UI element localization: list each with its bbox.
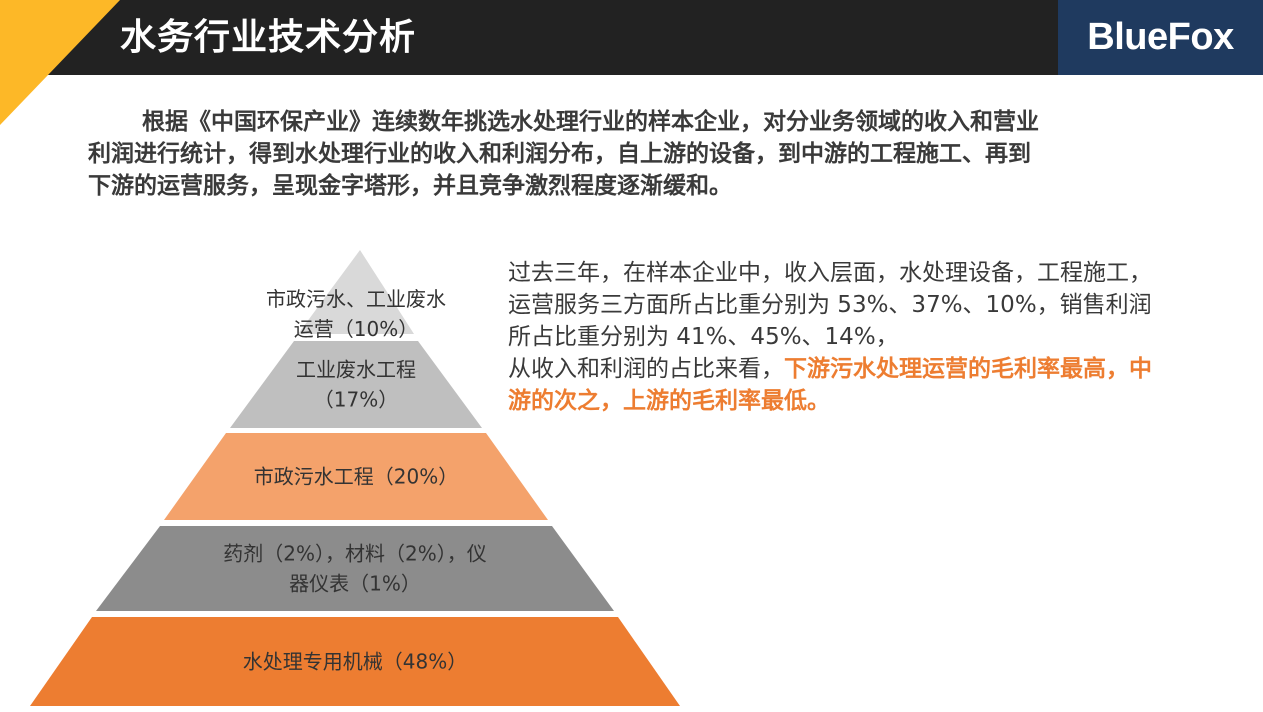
analysis-text: 过去三年，在样本企业中，收入层面，水处理设备，工程施工， 运营服务三方面所占比重… xyxy=(508,257,1258,417)
intro-paragraph: 根据《中国环保产业》连续数年挑选水处理行业的样本企业，对分业务领域的收入和营业 … xyxy=(88,106,1178,202)
header-bar xyxy=(0,0,1263,75)
pyramid-tier xyxy=(230,341,482,428)
pyramid-tier xyxy=(96,526,614,611)
intro-line: 利润进行统计，得到水处理行业的收入和利润分布，自上游的设备，到中游的工程施工、再… xyxy=(88,141,1031,167)
analysis-line: 从收入和利润的占比来看，下游污水处理运营的毛利率最高，中 xyxy=(508,353,1258,385)
pyramid-tier xyxy=(164,433,548,520)
pyramid-tier xyxy=(30,617,680,706)
intro-line: 根据《中国环保产业》连续数年挑选水处理行业的样本企业，对分业务领域的收入和营业 xyxy=(142,109,1039,135)
brand-logo-text: BlueFox xyxy=(1087,16,1234,58)
analysis-line-prefix: 从收入和利润的占比来看， xyxy=(508,356,784,382)
pyramid-tier-label: 器仪表（1%） xyxy=(289,572,421,596)
brand-logo: BlueFox xyxy=(1058,0,1263,75)
analysis-line: 过去三年，在样本企业中，收入层面，水处理设备，工程施工， xyxy=(508,260,1152,286)
pyramid-tier-label: （17%） xyxy=(314,388,398,412)
header-accent-triangle xyxy=(0,0,120,125)
analysis-highlight: 游的次之，上游的毛利率最低。 xyxy=(508,388,830,414)
pyramid-tier-label: 药剂（2%），材料（2%），仪 xyxy=(223,542,486,566)
pyramid-tier-label: 市政污水、工业废水 xyxy=(266,287,446,311)
pyramid-tier-label: 运营（10%） xyxy=(294,317,418,341)
pyramid-tier xyxy=(298,250,414,334)
page-title: 水务行业技术分析 xyxy=(120,17,417,58)
pyramid-tier-label: 市政污水工程（20%） xyxy=(254,465,458,489)
analysis-line: 运营服务三方面所占比重分别为 53%、37%、10%，销售利润 xyxy=(508,292,1152,318)
intro-line: 下游的运营服务，呈现金字塔形，并且竞争激烈程度逐渐缓和。 xyxy=(88,173,732,199)
pyramid-tier-label: 水处理专用机械（48%） xyxy=(243,650,467,674)
analysis-highlight: 下游污水处理运营的毛利率最高，中 xyxy=(784,356,1152,382)
analysis-line: 所占比重分别为 41%、45%、14%， xyxy=(508,324,899,350)
pyramid-tier-label: 工业废水工程 xyxy=(296,358,416,382)
